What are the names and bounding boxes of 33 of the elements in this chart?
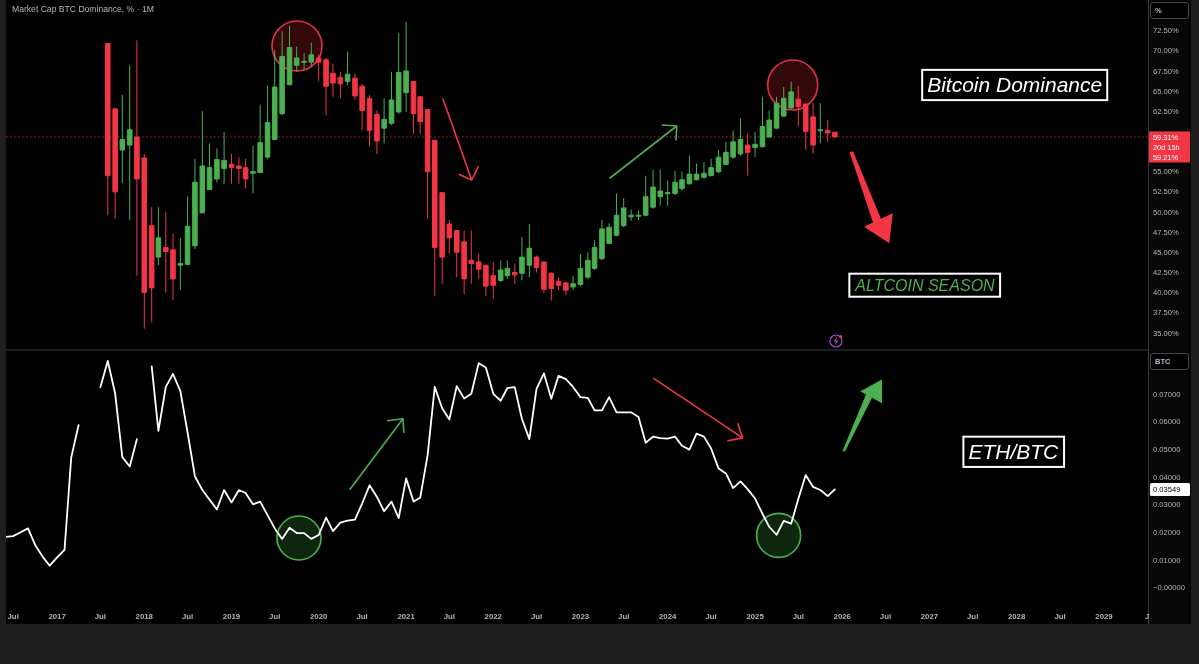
candlestick xyxy=(206,142,213,191)
candlestick xyxy=(555,276,562,291)
candlestick xyxy=(177,237,184,291)
text: Market Cap BTC Dominance, % · 1M xyxy=(12,4,154,15)
annotation: ETH/BTC xyxy=(968,440,1060,464)
candlestick xyxy=(715,149,722,174)
candlestick xyxy=(148,206,155,323)
candlestick xyxy=(512,263,518,285)
candlestick xyxy=(126,64,133,221)
annotation: ALTCOIN SEASON xyxy=(854,276,996,294)
candlestick xyxy=(563,281,569,296)
candlestick xyxy=(344,51,351,86)
candlestick xyxy=(570,275,576,291)
candlestick xyxy=(533,255,540,273)
annotation: Bitcoin Dominance xyxy=(927,73,1103,97)
candlestick xyxy=(228,153,235,185)
candlestick xyxy=(693,163,700,182)
candlestick xyxy=(155,206,162,266)
candlestick xyxy=(119,94,126,184)
candlestick xyxy=(374,109,380,155)
candlestick xyxy=(795,85,802,128)
candlestick xyxy=(635,209,642,221)
candlestick xyxy=(752,131,758,158)
candlestick xyxy=(286,25,293,86)
candlestick xyxy=(773,96,780,130)
candlestick xyxy=(577,253,584,287)
candlestick xyxy=(388,71,395,126)
candlestick xyxy=(613,192,620,237)
candlestick xyxy=(264,84,271,160)
candlestick xyxy=(817,102,824,144)
candlestick xyxy=(737,117,744,157)
candlestick xyxy=(184,196,191,266)
candlestick xyxy=(381,97,387,144)
